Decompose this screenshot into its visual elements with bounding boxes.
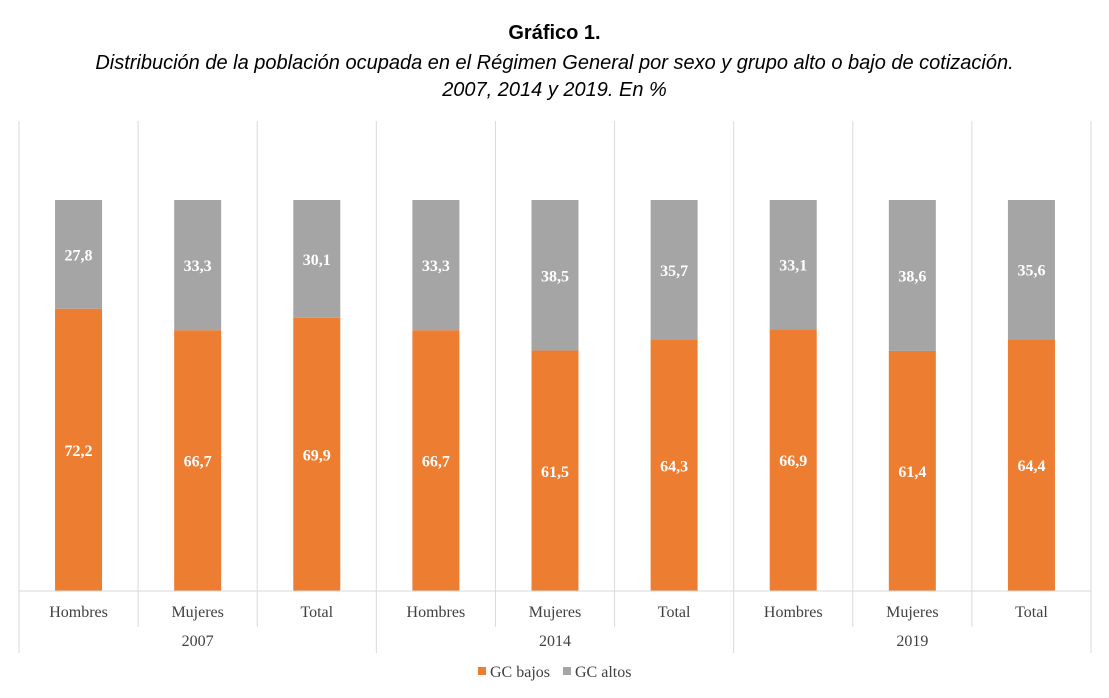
data-label: 64,4 — [1017, 458, 1045, 475]
x-group-label: 2014 — [539, 633, 571, 650]
data-label: 61,4 — [898, 464, 926, 481]
x-group-label: 2019 — [896, 633, 928, 650]
data-label: 27,8 — [65, 247, 93, 264]
category-axis: Hombres Mujeres Total Hombres Mujeres Total Ho… — [19, 590, 1091, 650]
legend: GC bajos GC altos — [478, 664, 631, 681]
bar-gc-altos — [769, 200, 817, 330]
x-tick-label: Hombres — [49, 604, 108, 621]
bar-gc-bajos — [888, 350, 936, 591]
x-tick-label: Total — [300, 604, 333, 621]
bar-gc-altos — [293, 200, 341, 318]
bar-gc-altos — [650, 200, 698, 340]
x-group-label: 2007 — [182, 633, 214, 650]
data-label: 33,3 — [422, 258, 450, 275]
gridlines — [18, 121, 1092, 653]
x-tick-label: Mujeres — [171, 604, 223, 621]
data-label: 64,3 — [660, 458, 688, 475]
x-tick-label: Mujeres — [886, 604, 938, 621]
bar-gc-bajos — [531, 350, 579, 591]
bar-gc-bajos — [650, 339, 698, 591]
legend-swatch-gc-altos — [563, 667, 571, 675]
legend-label: GC bajos — [490, 664, 550, 681]
subtitle-line-1: Distribución de la población ocupada en … — [95, 52, 1014, 74]
bar-gc-bajos — [1007, 339, 1055, 591]
bars: 72,2 27,8 66,7 33,3 69,9 30,1 66,7 33,3 61,5 38,5… — [55, 200, 1055, 591]
bar-gc-bajos — [293, 317, 341, 591]
bar-gc-altos — [531, 200, 579, 351]
x-tick-label: Hombres — [764, 604, 823, 621]
chart-title: Gráfico 1. — [508, 22, 601, 44]
bar-gc-bajos — [55, 308, 103, 591]
data-label: 30,1 — [303, 252, 331, 269]
bar-gc-bajos — [412, 330, 460, 591]
chart-subtitle: Distribución de la población ocupada en … — [0, 50, 1109, 104]
x-tick-label: Total — [1015, 604, 1048, 621]
bar-gc-bajos — [769, 329, 817, 591]
legend-swatch-gc-bajos — [478, 667, 486, 675]
data-label: 33,3 — [184, 258, 212, 275]
data-label: 61,5 — [541, 464, 569, 481]
data-label: 38,5 — [541, 268, 569, 285]
data-label: 66,7 — [184, 454, 212, 471]
x-tick-label: Total — [658, 604, 691, 621]
bar-gc-altos — [55, 200, 103, 309]
bar-gc-altos — [412, 200, 460, 331]
data-label: 35,7 — [660, 263, 688, 280]
data-label: 69,9 — [303, 447, 331, 464]
legend-label: GC altos — [575, 664, 631, 681]
data-label: 38,6 — [898, 268, 926, 285]
bar-gc-altos — [1007, 200, 1055, 340]
x-tick-label: Hombres — [407, 604, 466, 621]
x-tick-label: Mujeres — [529, 604, 581, 621]
subtitle-line-2: 2007, 2014 y 2019. En % — [442, 79, 667, 101]
data-label: 66,9 — [779, 453, 807, 470]
data-label: 72,2 — [65, 443, 93, 460]
data-label: 33,1 — [779, 258, 807, 275]
data-label: 66,7 — [422, 454, 450, 471]
bar-gc-bajos — [174, 330, 222, 591]
bar-gc-altos — [888, 200, 936, 351]
data-label: 35,6 — [1017, 263, 1045, 280]
bar-gc-altos — [174, 200, 222, 331]
